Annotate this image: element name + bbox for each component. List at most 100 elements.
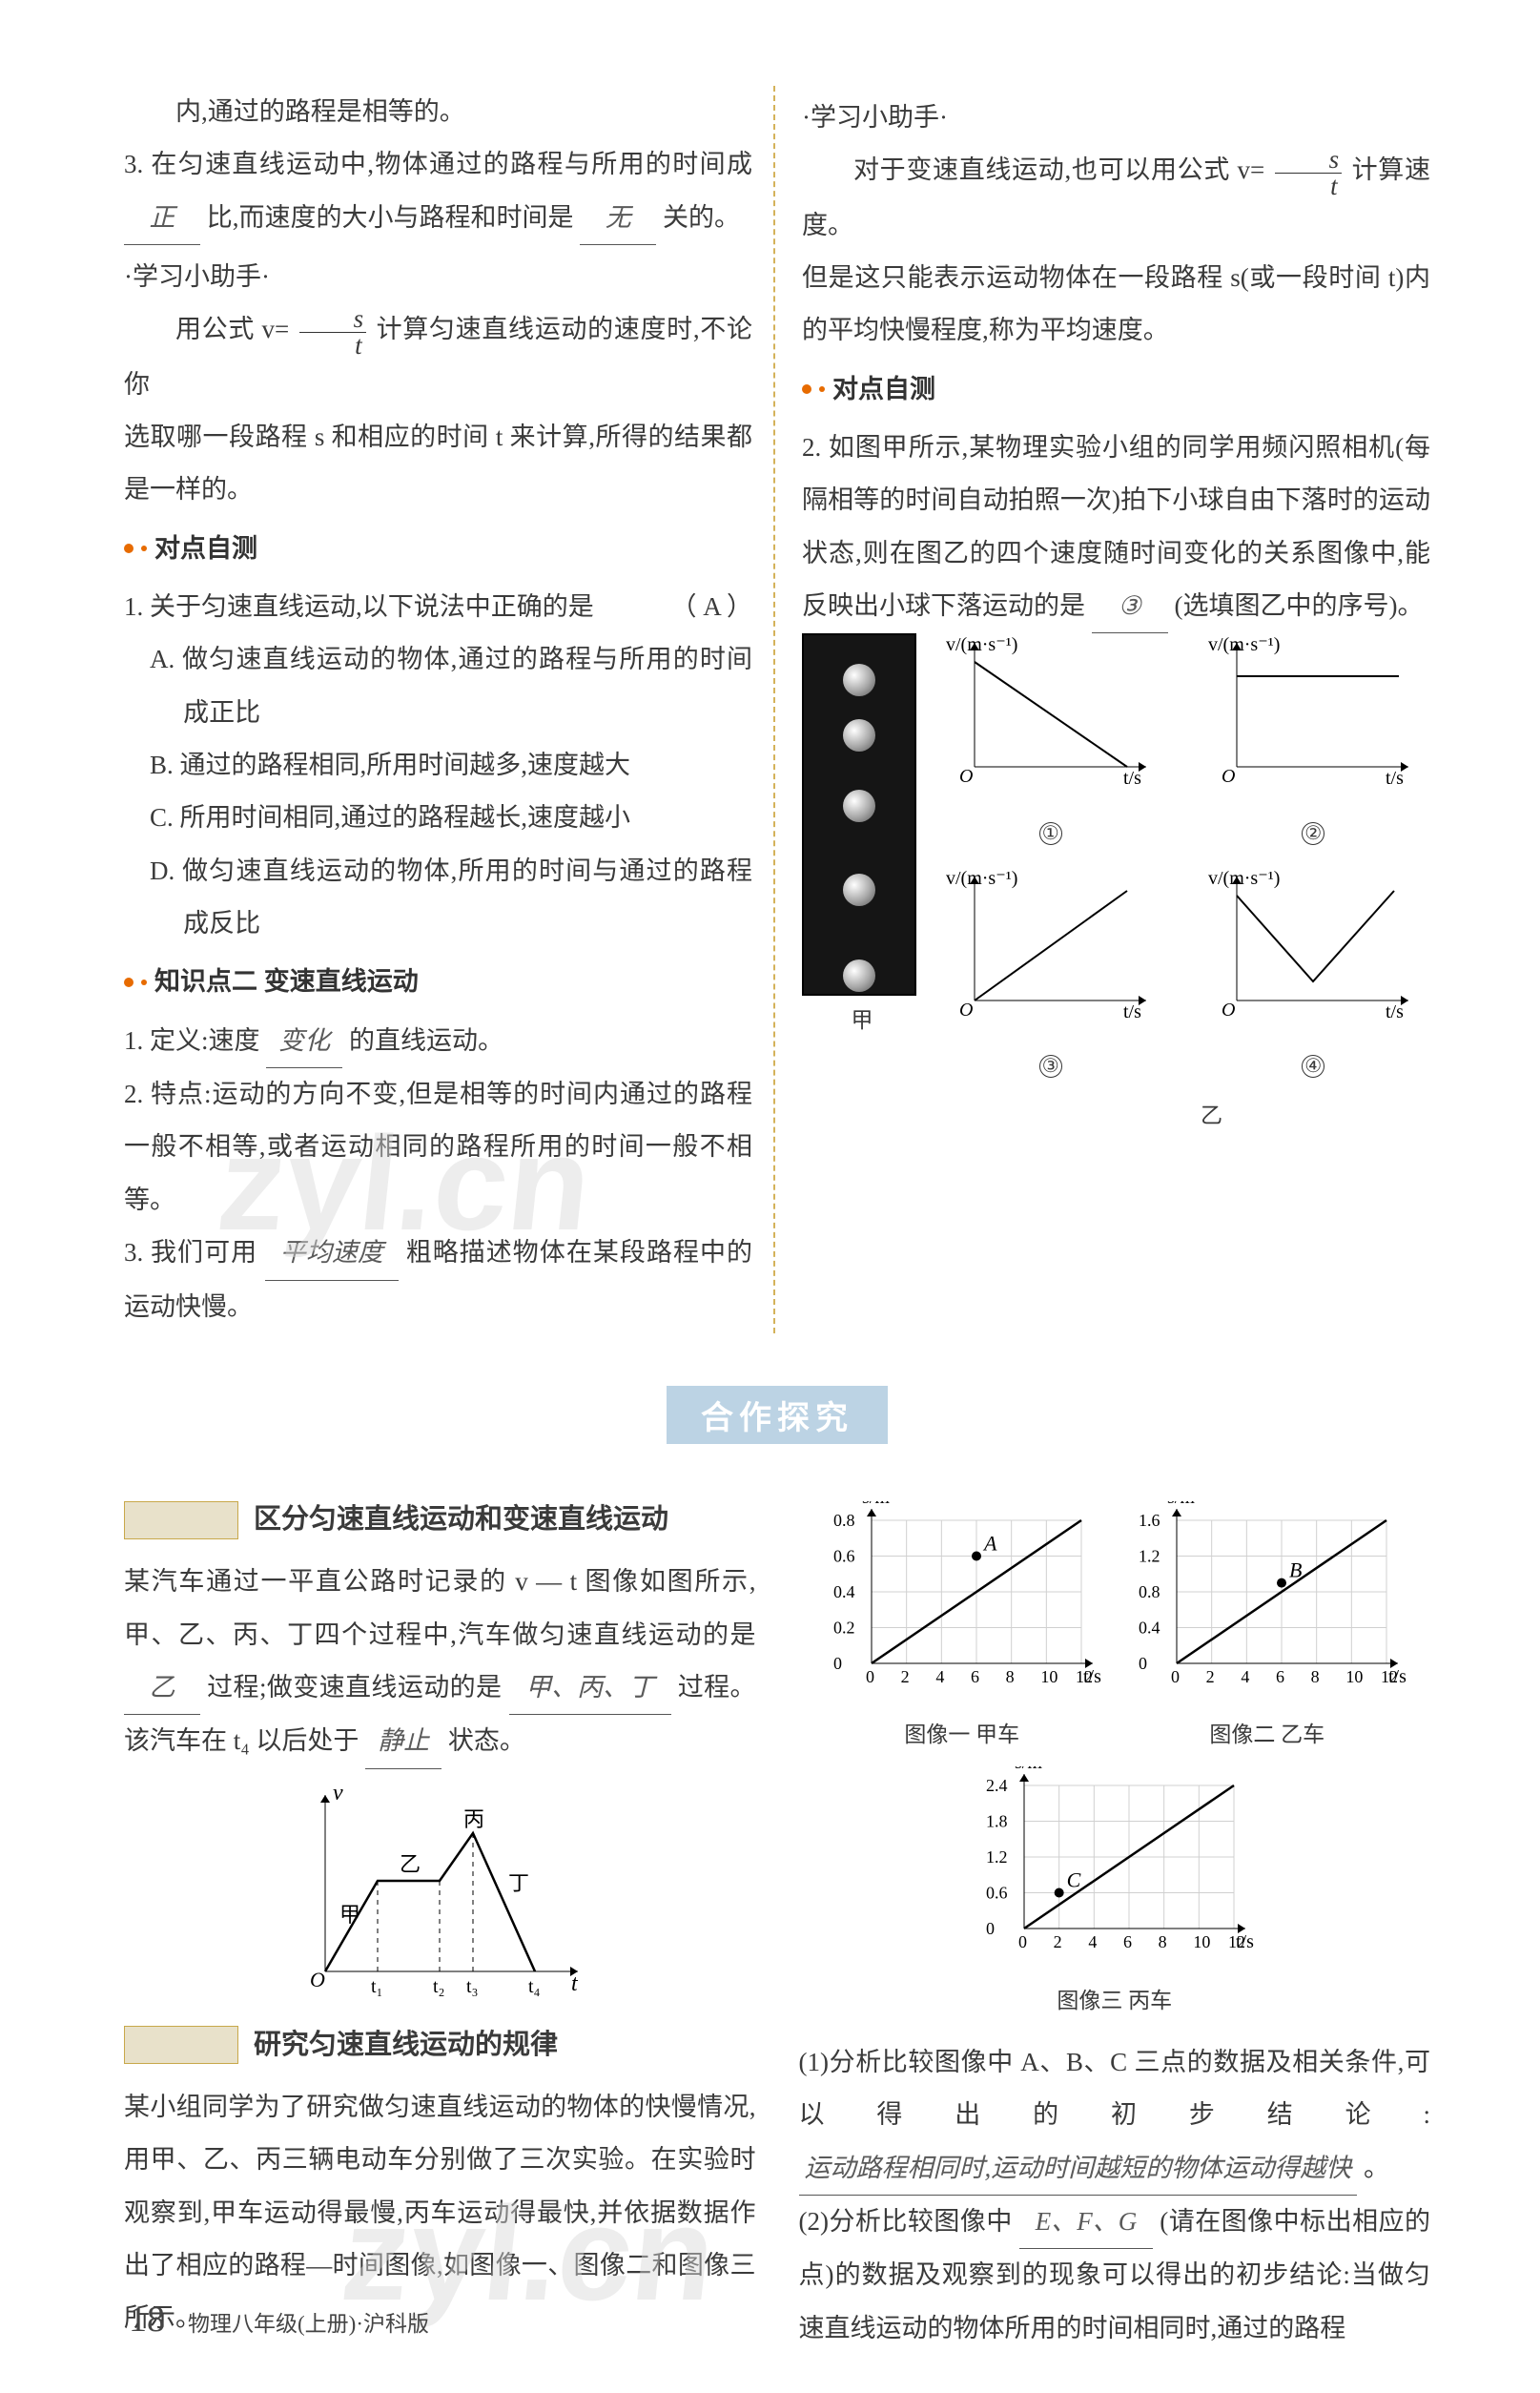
svg-text:1.2: 1.2 xyxy=(1139,1546,1160,1565)
upper-left-col: 内,通过的路程是相等的。 3. 在匀速直线运动中,物体通过的路程与所用的时间成 … xyxy=(124,86,752,1333)
blank-avg: 平均速度 xyxy=(265,1227,399,1280)
footer-text: 物理八年级(上册)·沪科版 xyxy=(188,2305,429,2338)
mini-charts: v/(m·s⁻¹) t/s O ① v/(m·s⁻¹) t/s xyxy=(934,633,1430,1090)
svg-text:10: 10 xyxy=(1345,1667,1363,1686)
svg-text:v/(m·s⁻¹): v/(m·s⁻¹) xyxy=(1208,868,1280,889)
svg-text:O: O xyxy=(959,1000,973,1020)
svg-text:t/s: t/s xyxy=(1083,1666,1101,1687)
svg-text:0.8: 0.8 xyxy=(833,1511,855,1530)
svg-text:0.4: 0.4 xyxy=(833,1582,855,1601)
task1-title: 区分匀速直线运动和变速直线运动 xyxy=(254,1492,668,1548)
mini-chart-4: v/(m·s⁻¹) t/s O ④ xyxy=(1197,867,1431,1091)
chart-yi: 02468101200.40.81.21.6s/mt/sB 图像二 乙车 xyxy=(1124,1501,1410,1757)
q2-stem: 2. 如图甲所示,某物理实验小组的同学用频闪照相机(每隔相等的时间自动拍照一次)… xyxy=(802,422,1430,633)
svg-text:s/m: s/m xyxy=(1015,1766,1042,1773)
svg-text:C: C xyxy=(1066,1868,1080,1892)
svg-text:t/s: t/s xyxy=(1386,768,1404,786)
svg-text:4: 4 xyxy=(935,1667,944,1686)
dot-icon xyxy=(819,386,825,392)
blank-variable: 甲、丙、丁 xyxy=(509,1661,671,1715)
svg-text:甲: 甲 xyxy=(339,1903,360,1927)
svg-text:v/(m·s⁻¹): v/(m·s⁻¹) xyxy=(946,868,1017,889)
blank-uniform: 乙 xyxy=(124,1661,200,1715)
blank-conclusion-1: 运动路程相同时,运动时间越短的物体运动得越快 xyxy=(799,2142,1358,2196)
svg-text:t: t xyxy=(571,1971,579,1996)
st-graph-yi: 02468101200.40.81.21.6s/mt/sB xyxy=(1124,1501,1410,1692)
blank-relation: 无 xyxy=(580,192,656,245)
svg-text:丁: 丁 xyxy=(508,1871,529,1895)
svg-text:10: 10 xyxy=(1040,1667,1057,1686)
svg-text:1.6: 1.6 xyxy=(1139,1511,1160,1530)
q1-option-d: D. 做匀速直线运动的物体,所用的时间与通过的路程成反比 xyxy=(124,845,752,951)
dot-icon xyxy=(141,980,147,985)
svg-text:4: 4 xyxy=(1088,1932,1097,1951)
footer: 18 物理八年级(上册)·沪科版 xyxy=(129,2299,429,2341)
mini-chart-1: v/(m·s⁻¹) t/s O ① xyxy=(934,633,1168,857)
ball-icon xyxy=(843,664,875,696)
svg-text:v/(m·s⁻¹): v/(m·s⁻¹) xyxy=(1208,634,1280,655)
tip-body: 用公式 v= s t 计算匀速直线运动的速度时,不论你 xyxy=(124,303,752,411)
svg-text:0: 0 xyxy=(1171,1667,1180,1686)
svg-text:8: 8 xyxy=(1310,1667,1319,1686)
svg-text:O: O xyxy=(310,1968,325,1991)
q1-stem: 1. 关于匀速直线运动,以下说法中正确的是 （ A ） xyxy=(124,581,752,633)
vt-graph-4: v/(m·s⁻¹) t/s O xyxy=(1208,867,1418,1020)
lower-block: 区分匀速直线运动和变速直线运动 某汽车通过一平直公路时记录的 v — t 图像如… xyxy=(124,1492,1430,2355)
svg-text:t₃: t₃ xyxy=(466,1976,479,1997)
svg-text:8: 8 xyxy=(1005,1667,1014,1686)
svg-text:t₄: t₄ xyxy=(528,1976,541,1997)
tip-body-2: 选取哪一段路程 s 和相应的时间 t 来计算,所得的结果都是一样的。 xyxy=(124,411,752,517)
svg-text:A: A xyxy=(982,1531,997,1555)
svg-text:0: 0 xyxy=(986,1919,995,1938)
tip-title: ·学习小助手· xyxy=(124,251,752,303)
mini-chart-2: v/(m·s⁻¹) t/s O ② xyxy=(1197,633,1431,857)
vt-graph-2: v/(m·s⁻¹) t/s O xyxy=(1208,633,1418,786)
vt-graph-3: v/(m·s⁻¹) t/s O xyxy=(946,867,1156,1020)
q1-option-a: A. 做匀速直线运动的物体,通过的路程与所用的时间成正比 xyxy=(124,633,752,739)
svg-text:s/m: s/m xyxy=(862,1501,890,1508)
q1-option-b: B. 通过的路程相同,所用时间越多,速度越大 xyxy=(124,739,752,792)
analysis-2: (2)分析比较图像中 E、F、G (请在图像中标出相应的点)的数据及观察到的现象… xyxy=(799,2196,1431,2355)
svg-text:6: 6 xyxy=(1276,1667,1284,1686)
charts-row-2: 02468101200.61.21.82.4s/mt/sC 图像三 丙车 xyxy=(799,1766,1431,2022)
page-number: 18 xyxy=(129,2299,165,2341)
blank-state: 静止 xyxy=(365,1715,441,1768)
caption-jia: 甲 xyxy=(802,998,922,1042)
blank-def: 变化 xyxy=(266,1015,342,1068)
vt-chart: O v t t₁ t₂ t₃ t₄ 甲 乙 丙 丁 xyxy=(287,1781,592,2000)
check-heading: 对点自测 xyxy=(124,523,752,575)
page: 内,通过的路程是相等的。 3. 在匀速直线运动中,物体通过的路程与所用的时间成 … xyxy=(0,0,1540,2393)
fraction-s-over-t: s t xyxy=(1275,147,1343,199)
tip-r1: 对于变速直线运动,也可以用公式 v= s t 计算速度。 xyxy=(802,144,1430,252)
blank-proportion: 正 xyxy=(124,192,200,245)
kp2-item2: 2. 特点:运动的方向不变,但是相等的时间内通过的路程一般不相等,或者运动相同的… xyxy=(124,1068,752,1227)
task-badge-icon xyxy=(124,1501,238,1539)
kp2-item3: 3. 我们可用 平均速度 粗略描述物体在某段路程中的运动快慢。 xyxy=(124,1227,752,1333)
svg-text:10: 10 xyxy=(1193,1932,1210,1951)
answer-paren: （ A ） xyxy=(670,581,752,633)
blank-points-efg: E、F、G xyxy=(1019,2196,1153,2249)
svg-text:0.6: 0.6 xyxy=(986,1884,1008,1903)
dot-icon xyxy=(124,978,133,987)
svg-text:0: 0 xyxy=(833,1654,842,1673)
svg-text:t₂: t₂ xyxy=(433,1976,445,1997)
circled-3: ③ xyxy=(1039,1055,1062,1078)
svg-text:O: O xyxy=(1222,1000,1235,1020)
ball-icon xyxy=(843,719,875,752)
task1-body: 某汽车通过一平直公路时记录的 v — t 图像如图所示,甲、乙、丙、丁四个过程中… xyxy=(124,1556,756,1768)
fraction-s-over-t: s t xyxy=(299,306,367,359)
svg-text:2: 2 xyxy=(1205,1667,1214,1686)
ball-icon xyxy=(843,959,875,992)
lower-left-col: 区分匀速直线运动和变速直线运动 某汽车通过一平直公路时记录的 v — t 图像如… xyxy=(124,1492,756,2355)
svg-text:s/m: s/m xyxy=(1167,1501,1195,1508)
ball-icon xyxy=(843,790,875,822)
upper-block: 内,通过的路程是相等的。 3. 在匀速直线运动中,物体通过的路程与所用的时间成 … xyxy=(124,86,1430,1333)
svg-text:1.2: 1.2 xyxy=(986,1847,1008,1867)
task1-head: 区分匀速直线运动和变速直线运动 xyxy=(124,1492,756,1548)
svg-text:0: 0 xyxy=(1139,1654,1147,1673)
lower-right-col: 02468101200.20.40.60.8s/mt/sA 图像一 甲车 024… xyxy=(799,1492,1431,2355)
svg-text:0.4: 0.4 xyxy=(1139,1618,1160,1637)
svg-text:4: 4 xyxy=(1241,1667,1249,1686)
svg-text:t/s: t/s xyxy=(1123,1001,1141,1020)
svg-text:O: O xyxy=(1222,766,1235,786)
